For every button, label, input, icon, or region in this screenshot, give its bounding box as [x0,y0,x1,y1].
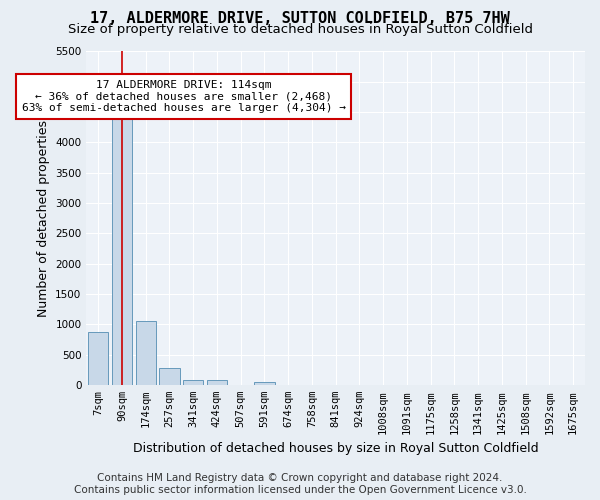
Text: Contains HM Land Registry data © Crown copyright and database right 2024.
Contai: Contains HM Land Registry data © Crown c… [74,474,526,495]
Bar [207,380,227,385]
Y-axis label: Number of detached properties: Number of detached properties [37,120,50,317]
X-axis label: Distribution of detached houses by size in Royal Sutton Coldfield: Distribution of detached houses by size … [133,442,538,455]
Bar [183,380,203,385]
Bar [112,108,132,385]
Bar [136,321,156,385]
Text: Size of property relative to detached houses in Royal Sutton Coldfield: Size of property relative to detached ho… [67,22,533,36]
Text: 17, ALDERMORE DRIVE, SUTTON COLDFIELD, B75 7HW: 17, ALDERMORE DRIVE, SUTTON COLDFIELD, B… [90,11,510,26]
Bar [88,332,108,385]
Text: 17 ALDERMORE DRIVE: 114sqm
← 36% of detached houses are smaller (2,468)
63% of s: 17 ALDERMORE DRIVE: 114sqm ← 36% of deta… [22,80,346,113]
Bar [254,382,275,385]
Bar [160,368,179,385]
